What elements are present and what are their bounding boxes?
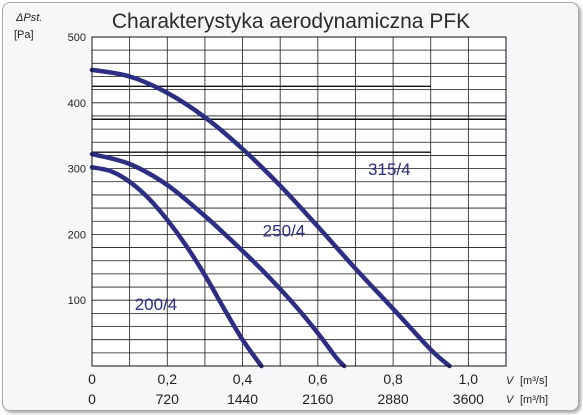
x-tick-labels: 0 0,2 0,4 0,6 0,8 1,0 0 720 1440 2160 2880 3600	[88, 371, 484, 407]
x-tick-label-secondary: 720	[156, 391, 180, 407]
y-tick-label: 100	[68, 295, 86, 307]
series-curve-315-4	[89, 67, 452, 369]
series-labels: 200/4 250/4 315/4	[135, 160, 411, 314]
y-tick-label: 400	[68, 98, 86, 110]
x-tick-label-secondary: 2160	[302, 391, 333, 407]
x-tick-label-primary: 0,8	[383, 371, 403, 387]
y-tick-label: 200	[68, 229, 86, 241]
x-axis-label: V	[506, 375, 515, 387]
x-tick-label-secondary: 0	[88, 391, 96, 407]
x-axis-label: V	[506, 394, 515, 406]
x-axis-units: V [m³/s] V [m³/h]	[506, 375, 548, 406]
x-tick-label-secondary: 2880	[378, 391, 409, 407]
series-curve-250-4	[89, 151, 347, 369]
x-axis-unit: [m³/s]	[520, 375, 548, 387]
y-axis-unit: [Pa]	[14, 29, 34, 41]
x-tick-label-primary: 1,0	[459, 371, 479, 387]
plot-border	[91, 36, 507, 367]
chart-title: Charakterystyka aerodynamiczna PFK	[112, 10, 470, 33]
series-label-250-4: 250/4	[263, 221, 306, 240]
y-axis-label: ΔPst.	[15, 12, 42, 24]
grid	[92, 37, 506, 366]
fan-curves	[89, 67, 452, 369]
x-axis-unit: [m³/h]	[520, 394, 548, 406]
x-tick-label-primary: 0,2	[158, 371, 178, 387]
y-tick-label: 500	[68, 32, 86, 44]
series-label-200-4: 200/4	[135, 295, 178, 314]
x-tick-label-primary: 0,6	[308, 371, 328, 387]
x-tick-label-secondary: 1440	[227, 391, 258, 407]
x-tick-label-secondary: 3600	[453, 391, 484, 407]
x-tick-label-primary: 0	[88, 371, 96, 387]
series-label-315-4: 315/4	[368, 160, 411, 179]
y-tick-labels: 100 200 300 400 500	[68, 32, 86, 307]
y-tick-label: 300	[68, 164, 86, 176]
series-curve-200-4	[89, 165, 264, 369]
reference-lines	[92, 85, 506, 153]
x-tick-label-primary: 0,4	[233, 371, 253, 387]
